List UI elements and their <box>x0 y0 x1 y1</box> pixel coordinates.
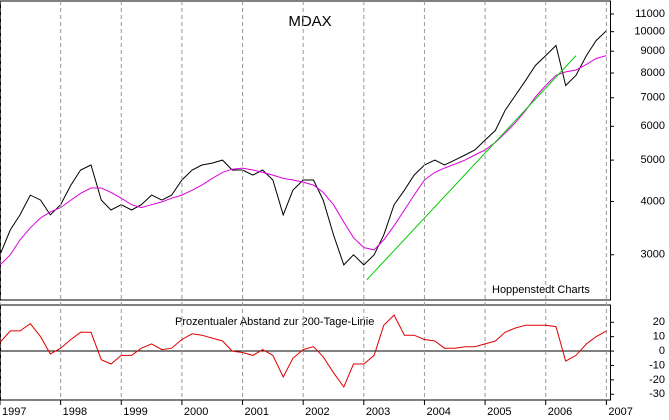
source-note: Hoppenstedt Charts <box>492 284 590 296</box>
x-tick-label: 2007 <box>608 406 632 418</box>
y-tick-label: 5000 <box>641 154 665 166</box>
x-tick-label: 1997 <box>2 406 26 418</box>
x-tick-label: 2001 <box>245 406 269 418</box>
y-tick-label: 10000 <box>634 26 665 38</box>
y-tick-label: 7000 <box>641 92 665 104</box>
y-tick-label: 20 <box>653 316 665 328</box>
y-tick-label: 9000 <box>641 45 665 57</box>
x-tick-label: 2003 <box>366 406 390 418</box>
x-tick-label: 1998 <box>63 406 87 418</box>
y-tick-label: -10 <box>649 359 665 371</box>
series-line <box>0 55 607 266</box>
y-tick-label: 4000 <box>641 195 665 207</box>
plot-frame <box>0 0 611 301</box>
panel-title: Prozentualer Abstand zur 200-Tage-Linie <box>175 316 374 328</box>
x-tick-label: 2002 <box>305 406 329 418</box>
y-tick-label: 8000 <box>641 67 665 79</box>
y-tick-label: 6000 <box>641 120 665 132</box>
y-tick-label: 10 <box>653 331 665 343</box>
y-tick-label: 11000 <box>635 8 665 20</box>
y-tick-label: -30 <box>649 388 665 400</box>
x-tick-label: 2006 <box>548 406 572 418</box>
x-tick-label: 2000 <box>184 406 208 418</box>
y-tick-label: 0 <box>659 345 665 357</box>
y-tick-label: -20 <box>649 374 665 386</box>
chart-title: MDAX <box>288 13 331 30</box>
x-tick-label: 2004 <box>426 406 450 418</box>
series-line <box>0 314 607 389</box>
y-tick-label: 3000 <box>641 249 665 261</box>
x-tick-label: 2005 <box>487 406 511 418</box>
x-tick-label: 1999 <box>123 406 147 418</box>
series-line <box>366 55 577 281</box>
